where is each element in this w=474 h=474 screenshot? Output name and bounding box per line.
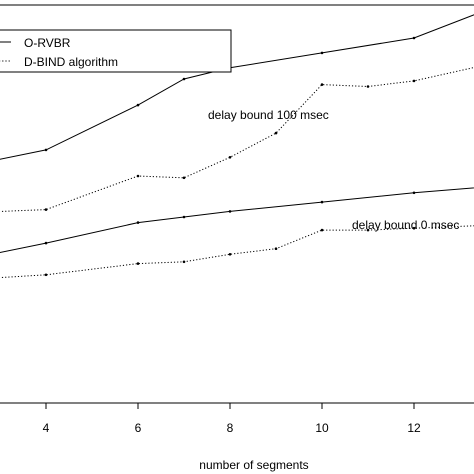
annotation-delay-100: delay bound 100 msec bbox=[208, 108, 329, 122]
series-3-point bbox=[366, 228, 370, 232]
series-3-point bbox=[44, 273, 48, 277]
series-1-point bbox=[274, 131, 278, 135]
x-axis-ticks: 4 6 8 10 12 bbox=[43, 403, 421, 435]
series-0-point bbox=[136, 103, 140, 107]
series-1-point bbox=[320, 83, 324, 86]
series-1-point bbox=[44, 208, 48, 211]
series-2-point bbox=[136, 221, 140, 224]
series-2-point bbox=[182, 215, 186, 219]
legend-label-orvbr: O-RVBR bbox=[24, 36, 71, 50]
series-line-1 bbox=[0, 67, 474, 212]
x-tick-label: 12 bbox=[407, 421, 421, 435]
series-3-point bbox=[182, 260, 186, 264]
series-line-3 bbox=[0, 225, 474, 279]
x-axis-label: number of segments bbox=[199, 458, 308, 472]
plot-frame bbox=[0, 4, 474, 404]
x-tick-label: 4 bbox=[43, 421, 50, 435]
x-tick-label: 8 bbox=[227, 421, 234, 435]
legend-box bbox=[0, 29, 232, 73]
series-3-point bbox=[412, 226, 416, 230]
series-3-point bbox=[274, 247, 278, 250]
series-2-point bbox=[44, 241, 48, 245]
series-1-point bbox=[412, 79, 416, 83]
series-line-0 bbox=[0, 14, 474, 160]
series-3-point bbox=[228, 253, 232, 256]
series-1-point bbox=[182, 176, 186, 180]
plot-border bbox=[0, 4, 474, 404]
series-3-point bbox=[320, 228, 324, 232]
annotation-delay-0: delay bound 0 msec bbox=[352, 218, 459, 232]
series-1-point bbox=[228, 156, 232, 159]
series-line-2 bbox=[0, 187, 474, 253]
series-2-point bbox=[412, 191, 416, 195]
legend: O-RVBR D-BIND algorithm bbox=[0, 29, 232, 73]
series-3-point bbox=[136, 262, 140, 265]
series-layer bbox=[0, 14, 474, 279]
series-1-point bbox=[366, 85, 370, 88]
series-1-point bbox=[136, 174, 140, 178]
x-tick-label: 10 bbox=[315, 421, 329, 435]
series-0-point bbox=[412, 36, 416, 40]
series-0-point bbox=[182, 77, 186, 81]
series-0-point bbox=[320, 51, 324, 55]
x-tick-label: 6 bbox=[135, 421, 142, 435]
legend-label-dbind: D-BIND algorithm bbox=[24, 55, 118, 69]
series-2-point bbox=[228, 210, 232, 213]
series-0-point bbox=[44, 148, 48, 152]
series-2-point bbox=[320, 200, 324, 204]
